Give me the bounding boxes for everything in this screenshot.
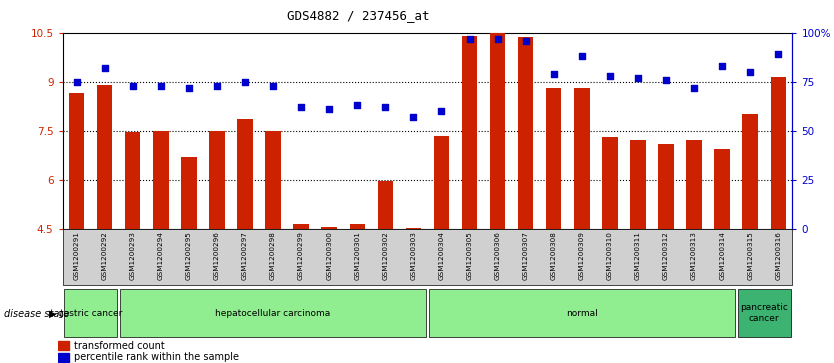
Bar	[69, 93, 84, 229]
Bar	[631, 140, 646, 229]
Bar	[265, 131, 281, 229]
Bar	[658, 144, 674, 229]
Text: GSM1200310: GSM1200310	[607, 232, 613, 280]
Bar	[125, 132, 140, 229]
Bar	[490, 33, 505, 229]
Text: GSM1200296: GSM1200296	[214, 232, 220, 280]
Text: pancreatic
cancer: pancreatic cancer	[741, 303, 788, 323]
Point	[603, 73, 616, 79]
Text: GSM1200295: GSM1200295	[186, 232, 192, 280]
FancyBboxPatch shape	[63, 229, 792, 285]
Text: hepatocellular carcinoma: hepatocellular carcinoma	[215, 309, 330, 318]
Point	[210, 83, 224, 89]
Bar	[97, 85, 113, 229]
Point	[70, 79, 83, 85]
Text: GSM1200300: GSM1200300	[326, 232, 332, 280]
Bar	[742, 114, 758, 229]
Point	[463, 36, 476, 41]
Point	[716, 63, 729, 69]
Text: GSM1200291: GSM1200291	[73, 232, 79, 280]
FancyBboxPatch shape	[737, 289, 791, 337]
Point	[350, 102, 364, 108]
Text: GSM1200297: GSM1200297	[242, 232, 248, 280]
Text: GSM1200315: GSM1200315	[747, 232, 753, 280]
Point	[435, 108, 448, 114]
Point	[744, 69, 757, 75]
Point	[407, 114, 420, 120]
Text: GSM1200299: GSM1200299	[298, 232, 304, 280]
Bar	[546, 88, 561, 229]
Point	[575, 53, 589, 59]
Bar	[771, 77, 786, 229]
Point	[126, 83, 139, 89]
Text: gastric cancer: gastric cancer	[58, 309, 123, 318]
Point	[182, 85, 195, 90]
Point	[687, 85, 701, 90]
Point	[294, 104, 308, 110]
FancyBboxPatch shape	[64, 289, 118, 337]
Point	[631, 75, 645, 81]
Point	[379, 104, 392, 110]
FancyBboxPatch shape	[120, 289, 426, 337]
Point	[266, 83, 279, 89]
Bar	[602, 137, 618, 229]
Text: GSM1200293: GSM1200293	[130, 232, 136, 280]
Point	[547, 71, 560, 77]
Text: ▶: ▶	[49, 309, 56, 319]
Bar	[518, 37, 534, 229]
Text: GSM1200292: GSM1200292	[102, 232, 108, 280]
Text: GSM1200316: GSM1200316	[776, 232, 781, 280]
Text: GSM1200304: GSM1200304	[439, 232, 445, 280]
Text: GSM1200301: GSM1200301	[354, 232, 360, 280]
Text: GSM1200311: GSM1200311	[635, 232, 641, 280]
Text: GSM1200306: GSM1200306	[495, 232, 500, 280]
Point	[491, 36, 505, 41]
Bar	[237, 119, 253, 229]
Text: GSM1200298: GSM1200298	[270, 232, 276, 280]
Bar	[378, 181, 393, 229]
Bar	[209, 131, 224, 229]
Text: GSM1200307: GSM1200307	[523, 232, 529, 280]
Text: GSM1200309: GSM1200309	[579, 232, 585, 280]
Bar	[181, 157, 197, 229]
Text: GSM1200314: GSM1200314	[719, 232, 725, 280]
Text: percentile rank within the sample: percentile rank within the sample	[73, 352, 239, 362]
Point	[154, 83, 168, 89]
Bar	[349, 224, 365, 229]
Point	[239, 79, 252, 85]
Point	[323, 106, 336, 112]
Point	[660, 77, 673, 83]
Point	[519, 38, 532, 44]
Text: GSM1200294: GSM1200294	[158, 232, 163, 280]
Text: GDS4882 / 237456_at: GDS4882 / 237456_at	[288, 9, 430, 22]
Bar	[462, 36, 477, 229]
Point	[771, 51, 785, 57]
Bar	[321, 227, 337, 229]
Bar	[405, 228, 421, 229]
Bar	[574, 88, 590, 229]
Text: GSM1200302: GSM1200302	[382, 232, 389, 280]
Text: GSM1200313: GSM1200313	[691, 232, 697, 280]
Text: GSM1200303: GSM1200303	[410, 232, 416, 280]
Bar	[58, 353, 68, 362]
Text: transformed count: transformed count	[73, 340, 164, 351]
Text: disease state: disease state	[4, 309, 69, 319]
FancyBboxPatch shape	[429, 289, 735, 337]
Bar	[294, 224, 309, 229]
Bar	[58, 341, 68, 350]
Text: normal: normal	[566, 309, 598, 318]
Bar	[686, 140, 701, 229]
Bar	[434, 136, 450, 229]
Text: GSM1200305: GSM1200305	[466, 232, 473, 280]
Text: GSM1200308: GSM1200308	[550, 232, 557, 280]
Text: GSM1200312: GSM1200312	[663, 232, 669, 280]
Point	[98, 65, 111, 71]
Bar	[715, 149, 730, 229]
Bar	[153, 131, 168, 229]
